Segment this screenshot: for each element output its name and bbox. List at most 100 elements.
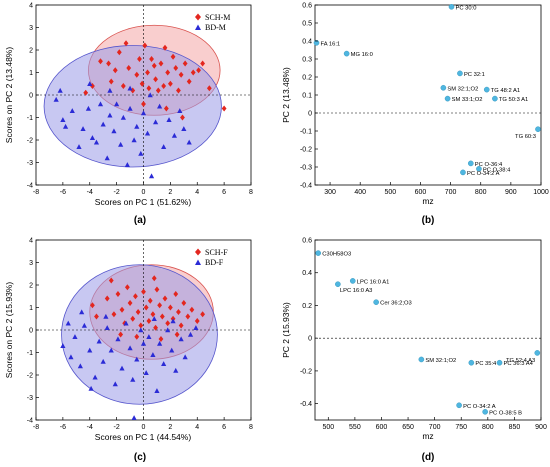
point-sch-m	[221, 105, 227, 112]
point-sch-m	[161, 83, 167, 89]
point-bd-m	[93, 139, 100, 145]
y-tick-label: -0.2	[300, 368, 312, 375]
legend: SCH-M BD-M	[193, 10, 249, 32]
point-bd-f	[193, 325, 199, 330]
loading-point	[460, 169, 466, 176]
x-tick-label: 0	[142, 424, 146, 431]
point-bd-m	[60, 117, 66, 122]
y-tick-label: 0.1	[302, 93, 312, 100]
point-bd-m	[152, 119, 159, 125]
point-bd-m	[144, 130, 151, 136]
point-bd-m	[161, 144, 167, 149]
point-sch-f	[146, 318, 152, 324]
y-axis-label: Scores on PC 2 (13.48%)	[4, 47, 14, 144]
y-tick-label: -0.4	[300, 183, 312, 190]
point-bd-f	[146, 334, 152, 339]
point-bd-f	[103, 313, 109, 319]
loading-point-label: TG 52:4 A3	[506, 358, 535, 364]
data-points: C30H58O3 LPC 16:0 A1 LPC 16:0 A3 Cer 36:2;O…	[315, 250, 541, 416]
point-bd-m	[80, 126, 86, 131]
x-tick-label: -2	[114, 189, 120, 196]
ellipse-bd-m	[43, 45, 222, 168]
y-tick-label: 1	[29, 305, 33, 312]
loading-point-label: LPC 16:0 A1	[357, 279, 390, 285]
y-tick-label: 0	[308, 111, 312, 118]
x-tick-label: 4	[195, 424, 199, 431]
point-bd-m	[171, 132, 178, 138]
point-sch-m	[196, 67, 201, 74]
loading-point	[535, 126, 541, 132]
point-sch-f	[138, 322, 144, 329]
loading-point	[335, 281, 341, 287]
y-tick-label: -0.2	[300, 147, 312, 154]
x-tick-label: -6	[60, 189, 66, 196]
point-sch-m	[165, 69, 171, 76]
point-sch-f	[178, 322, 184, 329]
point-sch-f	[174, 331, 180, 338]
y-tick-label: 0	[29, 328, 33, 335]
point-bd-f	[72, 334, 78, 339]
panel-caption: (c)	[134, 452, 146, 463]
point-sch-m	[142, 42, 148, 49]
point-sch-f	[173, 291, 179, 297]
x-tick-label: 700	[429, 424, 441, 431]
point-sch-f	[167, 304, 173, 311]
axis-ticks: 500 550 600 650 700 750 800 850 900 -0.4 -0.2 0 0.2 0…	[300, 238, 547, 432]
x-tick-label: 900	[535, 424, 547, 431]
point-sch-m	[178, 71, 184, 78]
x-tick-label: 900	[505, 189, 517, 196]
point-bd-f	[134, 356, 140, 362]
loading-point	[448, 4, 455, 10]
y-tick-label: 0.4	[302, 270, 312, 277]
point-sch-f	[185, 313, 191, 320]
point-bd-f	[119, 365, 125, 371]
point-sch-m	[106, 60, 111, 67]
x-tick-label: 500	[322, 424, 334, 431]
point-bd-m	[124, 162, 130, 167]
x-tick-label: 0	[142, 189, 146, 196]
loading-point-label: TG 48:2 A1	[491, 88, 520, 94]
point-bd-f	[157, 340, 163, 346]
loading-point-label: PC O-38:4	[483, 167, 511, 173]
point-sch-m	[149, 56, 154, 62]
x-tick-label: 8	[249, 424, 253, 431]
point-sch-m	[141, 101, 146, 107]
loading-point	[468, 359, 475, 366]
point-bd-f	[77, 363, 83, 369]
point-sch-f	[158, 336, 164, 342]
point-bd-f	[169, 347, 175, 353]
x-tick-label: 8	[249, 189, 253, 196]
point-sch-m	[167, 80, 173, 87]
point-sch-f	[157, 302, 163, 309]
point-sch-f	[150, 311, 156, 318]
point-bd-m	[181, 126, 187, 131]
y-tick-label: -0.1	[300, 129, 312, 136]
point-bd-f	[154, 388, 160, 393]
y-tick-label: 4	[29, 238, 33, 245]
x-tick-label: -8	[33, 189, 39, 196]
point-sch-f	[151, 275, 157, 282]
point-sch-m	[206, 85, 212, 92]
point-sch-f	[176, 309, 181, 315]
point-bd-f	[65, 320, 71, 326]
y-tick-label: -4	[27, 183, 33, 190]
point-bd-f	[81, 322, 87, 328]
y-tick-label: 2	[29, 48, 33, 55]
loading-point-label: C30H58O3	[322, 252, 351, 258]
point-bd-f	[79, 309, 85, 315]
point-sch-m	[180, 114, 185, 121]
loading-point	[457, 70, 463, 77]
point-sch-m	[173, 65, 179, 71]
point-sch-f	[104, 295, 110, 302]
panel-d-loading-plot: C30H58O3 LPC 16:0 A1 LPC 16:0 A3 Cer 36:2;O…	[281, 238, 547, 464]
loading-point	[315, 250, 321, 256]
point-sch-m	[123, 40, 129, 47]
loading-point-label: PC 35:4	[475, 361, 497, 367]
y-tick-label: -1	[27, 115, 33, 122]
point-bd-m	[87, 81, 93, 86]
y-tick-label: 0.4	[302, 39, 312, 46]
point-sch-f	[165, 320, 171, 327]
point-bd-m	[148, 173, 155, 179]
point-bd-f	[161, 361, 167, 366]
point-bd-f	[112, 381, 118, 387]
